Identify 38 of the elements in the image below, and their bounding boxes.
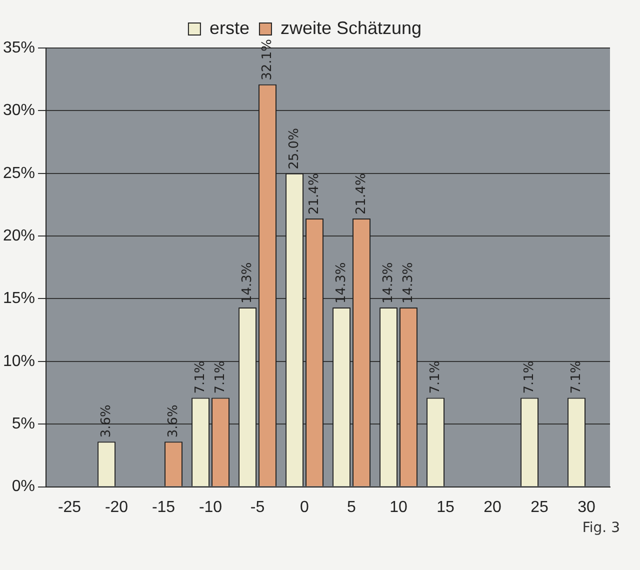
data-label: 32.1% [260, 39, 275, 80]
data-label: 7.1% [428, 360, 443, 394]
data-label: 14.3% [400, 262, 416, 304]
data-label: 7.1% [568, 360, 584, 394]
data-label: 7.1% [212, 360, 228, 394]
legend-label: zweite Schätzung [280, 18, 422, 38]
data-label: 14.3% [240, 262, 255, 304]
x-tick-label: 30 [578, 498, 596, 516]
x-tick-label: -20 [104, 498, 128, 516]
x-tick-label: 0 [300, 498, 310, 516]
y-tick-label: 5% [12, 416, 36, 433]
x-tick-label: 20 [484, 498, 502, 516]
legend-label: erste [209, 18, 250, 38]
data-label: 25.0% [286, 128, 302, 170]
data-label: 3.6% [98, 404, 114, 438]
caption: Fig. 3 [581, 520, 620, 536]
y-tick-label: 0% [12, 478, 36, 496]
y-tick-label: 20% [2, 227, 36, 244]
data-label: 3.6% [166, 404, 181, 438]
data-label: 14.3% [334, 262, 349, 304]
x-tick-label: 15 [436, 498, 455, 516]
data-label: 21.4% [306, 173, 322, 215]
x-tick-label: 10 [390, 498, 408, 516]
x-tick-label: 25 [530, 498, 549, 516]
x-tick-label: -25 [58, 498, 82, 516]
data-label: 7.1% [522, 360, 537, 394]
data-label: 7.1% [192, 360, 208, 394]
data-label: 21.4% [354, 173, 369, 215]
y-tick-label: 25% [2, 164, 36, 182]
x-tick-label: 5 [347, 498, 356, 516]
y-tick-label: 10% [2, 352, 36, 370]
y-tick-label: 30% [2, 102, 36, 120]
x-tick-label: -5 [250, 498, 265, 516]
data-label: 14.3% [380, 262, 396, 304]
x-tick-label: -10 [198, 498, 222, 516]
y-tick-label: 15% [2, 290, 36, 308]
y-tick-label: 35% [2, 39, 36, 56]
x-tick-label: -15 [152, 498, 176, 516]
